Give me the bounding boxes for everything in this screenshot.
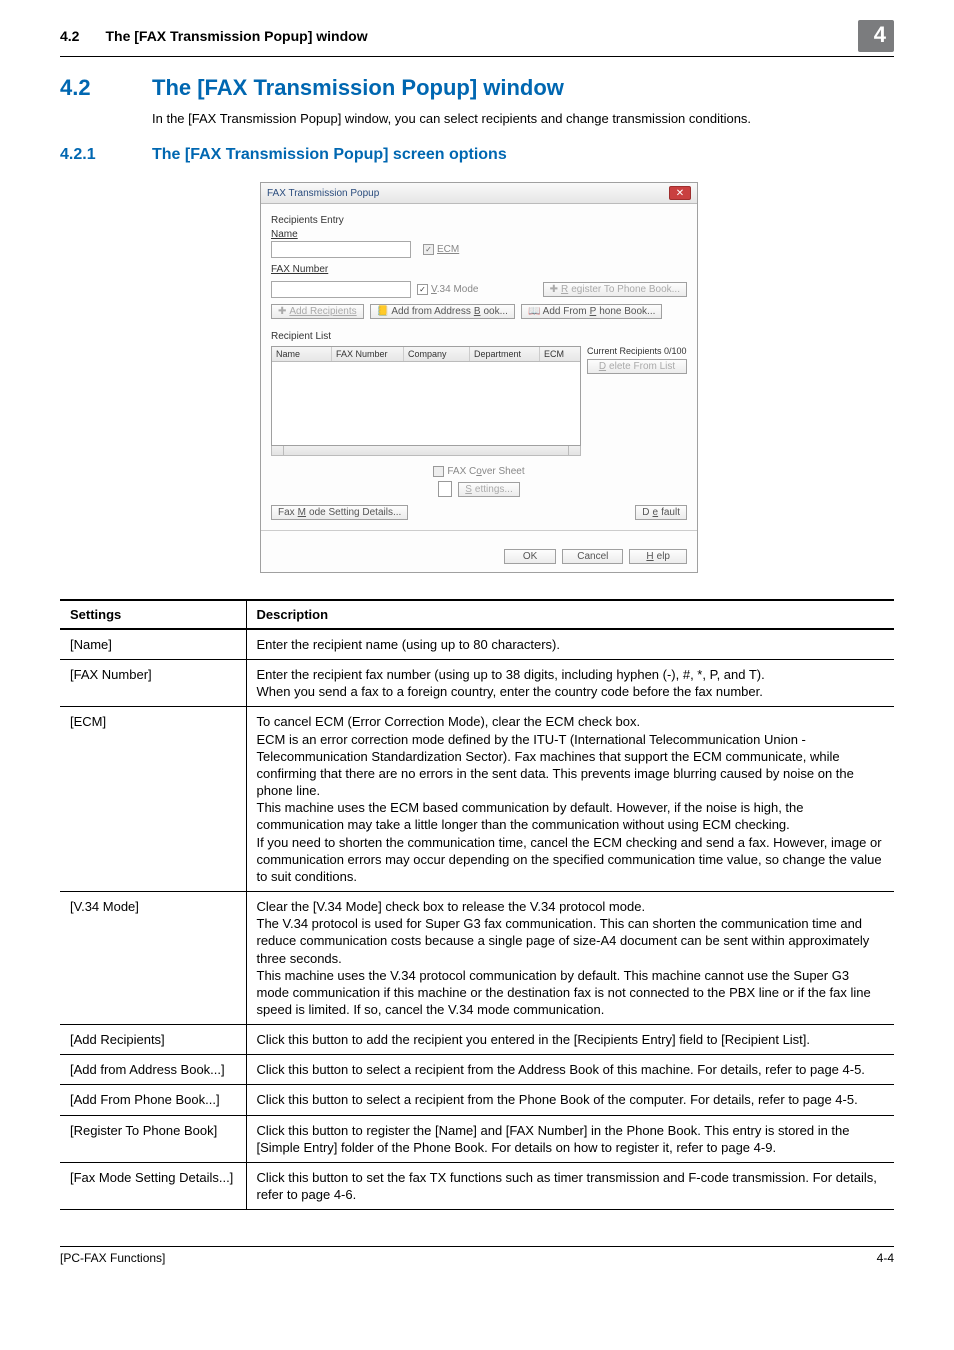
- add-from-phone-book-button[interactable]: 📖 Add From Phone Book...: [521, 304, 662, 319]
- cover-settings-button[interactable]: Settings...: [458, 482, 519, 497]
- name-label: Name: [271, 229, 298, 240]
- col-ecm: ECM: [540, 347, 574, 361]
- section-intro: In the [FAX Transmission Popup] window, …: [152, 111, 894, 126]
- running-header: 4.2 The [FAX Transmission Popup] window …: [60, 20, 894, 57]
- section-title: The [FAX Transmission Popup] window: [152, 75, 564, 101]
- scroll-left-icon[interactable]: [272, 446, 284, 455]
- footer-left: [PC-FAX Functions]: [60, 1251, 165, 1265]
- register-to-phone-book-button[interactable]: ✚ Register To Phone Book...: [543, 282, 687, 297]
- recipient-list-table[interactable]: Name FAX Number Company Department ECM: [271, 346, 581, 446]
- col-department: Department: [470, 347, 540, 361]
- row-fax-setting: [FAX Number]: [60, 660, 246, 707]
- delete-from-list-button[interactable]: Delete From List: [587, 359, 687, 374]
- row-name-setting: [Name]: [60, 629, 246, 660]
- settings-description-table: Settings Description [Name]Enter the rec…: [60, 599, 894, 1210]
- fax-transmission-popup-dialog: FAX Transmission Popup ✕ Recipients Entr…: [260, 182, 698, 573]
- row-register-desc: Click this button to register the [Name]…: [246, 1115, 894, 1162]
- name-input[interactable]: [271, 241, 411, 258]
- subsection-number: 4.2.1: [60, 146, 152, 164]
- header-section-title: The [FAX Transmission Popup] window: [105, 28, 858, 44]
- recipient-list-label: Recipient List: [271, 331, 687, 342]
- subsection-title: The [FAX Transmission Popup] screen opti…: [152, 146, 507, 164]
- current-recipients-label: Current Recipients 0/100: [587, 346, 687, 356]
- col-name: Name: [272, 347, 332, 361]
- col-fax: FAX Number: [332, 347, 404, 361]
- add-recipients-button[interactable]: ✚ Add Recipients: [271, 304, 364, 319]
- cover-sheet-preview-icon: [438, 481, 452, 497]
- row-ecm-setting: [ECM]: [60, 707, 246, 892]
- dialog-titlebar: FAX Transmission Popup ✕: [261, 183, 697, 204]
- help-button[interactable]: Help: [629, 549, 687, 564]
- row-addrbook-desc: Click this button to select a recipient …: [246, 1055, 894, 1085]
- row-addrbook-setting: [Add from Address Book...]: [60, 1055, 246, 1085]
- add-from-address-book-button[interactable]: 📒 Add from Address Book...: [370, 304, 515, 319]
- row-fax-desc: Enter the recipient fax number (using up…: [246, 660, 894, 707]
- row-phonebook-setting: [Add From Phone Book...]: [60, 1085, 246, 1115]
- row-v34-desc: Clear the [V.34 Mode] check box to relea…: [246, 892, 894, 1025]
- v34-checkbox[interactable]: ✓V.34 Mode: [417, 284, 478, 295]
- fax-number-input[interactable]: [271, 281, 411, 298]
- recipients-entry-label: Recipients Entry: [271, 215, 687, 226]
- row-name-desc: Enter the recipient name (using up to 80…: [246, 629, 894, 660]
- dialog-title: FAX Transmission Popup: [267, 188, 379, 199]
- row-faxmode-setting: [Fax Mode Setting Details...]: [60, 1162, 246, 1209]
- row-addrecip-setting: [Add Recipients]: [60, 1025, 246, 1055]
- cancel-button[interactable]: Cancel: [562, 549, 623, 564]
- page-footer: [PC-FAX Functions] 4-4: [60, 1246, 894, 1265]
- fax-mode-setting-details-button[interactable]: Fax Mode Setting Details...: [271, 505, 408, 520]
- subsection-heading: 4.2.1 The [FAX Transmission Popup] scree…: [60, 146, 894, 164]
- ok-button[interactable]: OK: [504, 549, 556, 564]
- col-company: Company: [404, 347, 470, 361]
- header-section-number: 4.2: [60, 28, 79, 44]
- default-button[interactable]: Default: [635, 505, 687, 520]
- close-icon[interactable]: ✕: [669, 186, 691, 200]
- section-number: 4.2: [60, 75, 152, 101]
- row-ecm-desc: To cancel ECM (Error Correction Mode), c…: [246, 707, 894, 892]
- horizontal-scrollbar[interactable]: [271, 446, 581, 456]
- chapter-badge: 4: [858, 20, 894, 52]
- row-addrecip-desc: Click this button to add the recipient y…: [246, 1025, 894, 1055]
- fax-number-label: FAX Number: [271, 264, 328, 275]
- row-phonebook-desc: Click this button to select a recipient …: [246, 1085, 894, 1115]
- th-settings: Settings: [60, 600, 246, 629]
- row-register-setting: [Register To Phone Book]: [60, 1115, 246, 1162]
- fax-cover-sheet-checkbox[interactable]: FAX Cover Sheet: [271, 466, 687, 477]
- row-faxmode-desc: Click this button to set the fax TX func…: [246, 1162, 894, 1209]
- row-v34-setting: [V.34 Mode]: [60, 892, 246, 1025]
- footer-page-number: 4-4: [877, 1251, 894, 1265]
- scroll-right-icon[interactable]: [568, 446, 580, 455]
- section-heading: 4.2 The [FAX Transmission Popup] window: [60, 75, 894, 101]
- th-description: Description: [246, 600, 894, 629]
- ecm-checkbox[interactable]: ✓ECM: [423, 244, 459, 255]
